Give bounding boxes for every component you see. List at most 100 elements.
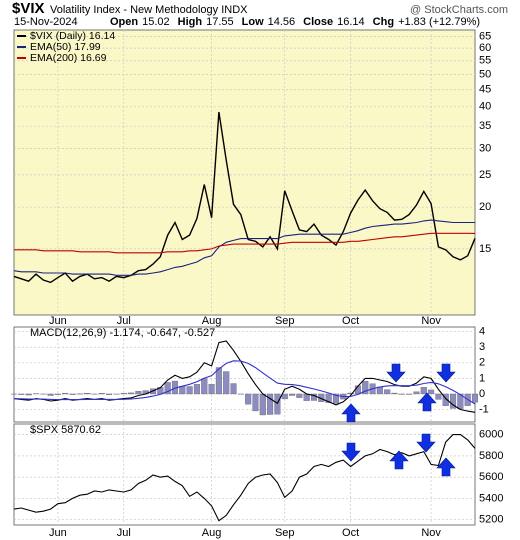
histogram-bar [347, 392, 354, 395]
y-tick-label: 50 [479, 68, 491, 80]
histogram-bar [223, 371, 230, 395]
y-tick-label: -1 [479, 403, 489, 415]
histogram-bar [54, 393, 61, 395]
y-tick-label: 1 [479, 372, 485, 384]
histogram-bar [274, 393, 281, 415]
histogram-bar [267, 393, 274, 415]
histogram-bar [259, 393, 266, 416]
y-tick-label: 30 [479, 142, 491, 154]
histogram-bar [98, 393, 105, 395]
y-tick-label: 5200 [479, 514, 503, 526]
histogram-bar [208, 384, 215, 395]
histogram-bar [120, 393, 127, 395]
histogram-bar [201, 378, 208, 395]
histogram-bar [84, 393, 91, 395]
x-tick-label: Aug [202, 315, 222, 327]
y-tick-label: 6000 [479, 429, 503, 441]
histogram-bar [164, 382, 171, 395]
histogram-bar [362, 381, 369, 395]
x-tick-label: Oct [342, 527, 359, 539]
histogram-bar [47, 393, 54, 396]
x-tick-label: Sep [275, 527, 295, 539]
histogram-bar [325, 393, 332, 403]
y-tick-label: 35 [479, 120, 491, 132]
y-tick-label: 2 [479, 357, 485, 369]
histogram-bar [450, 393, 457, 409]
x-tick-label: Jun [49, 315, 67, 327]
x-tick-label: Jul [117, 527, 131, 539]
y-tick-label: 45 [479, 84, 491, 96]
histogram-bar [435, 393, 442, 400]
quote-label: Chg [373, 16, 394, 28]
histogram-bar [296, 393, 303, 398]
histogram-bar [471, 393, 479, 403]
x-tick-label: Oct [342, 315, 359, 327]
panel [13, 29, 476, 316]
histogram-bar [215, 367, 222, 395]
watermark: @ StockCharts.com [410, 4, 508, 16]
instrument-name: Volatility Index - New Methodology INDX [50, 4, 248, 16]
histogram-bar [230, 383, 237, 395]
panel [13, 423, 476, 526]
histogram-bar [332, 393, 339, 404]
histogram-bar [128, 392, 135, 395]
quote-value: 14.56 [268, 16, 296, 28]
quote-value: 15.02 [142, 16, 170, 28]
histogram-bar [18, 393, 25, 395]
histogram-bar [384, 389, 391, 395]
quote-value: +1.83 (+12.79%) [398, 16, 480, 28]
quote-label: High [178, 16, 203, 28]
x-tick-label: Jul [117, 315, 131, 327]
quote-value: 16.14 [337, 16, 365, 28]
histogram-bar [193, 384, 200, 395]
histogram-bar [186, 386, 193, 395]
y-tick-label: 5400 [479, 492, 503, 504]
histogram-bar [442, 393, 449, 406]
x-tick-label: Aug [202, 527, 222, 539]
panel [13, 326, 476, 423]
histogram-bar [413, 391, 420, 395]
y-tick-label: 4 [479, 326, 485, 338]
quote: Open 15.02 High 17.55 Low 14.56 Close 16.14 Chg +… [110, 16, 480, 28]
series-line [13, 219, 475, 276]
y-tick-label: 55 [479, 55, 491, 67]
x-tick-label: Sep [275, 315, 295, 327]
quote-value: 17.55 [206, 16, 234, 28]
histogram-bar [25, 393, 32, 396]
symbol: $VIX [12, 0, 45, 17]
legend-label: EMA(200) 16.69 [30, 52, 107, 64]
histogram-bar [428, 389, 435, 395]
histogram-bar [106, 393, 113, 395]
legend-label: EMA(50) 17.99 [30, 41, 101, 53]
histogram-bar [62, 393, 69, 395]
series-line [13, 360, 476, 405]
histogram-bar [69, 393, 76, 395]
y-tick-label: 25 [479, 169, 491, 181]
y-tick-label: 0 [479, 388, 485, 400]
quote-label: Low [242, 16, 264, 28]
y-tick-label: 5600 [479, 471, 503, 483]
quote-label: Open [110, 16, 138, 28]
histogram-bar [252, 393, 259, 412]
histogram-bar [457, 393, 464, 409]
panel-title: MACD(12,26,9) -1.174, -0.647, -0.527 [30, 327, 215, 339]
y-tick-label: 60 [479, 42, 491, 54]
panel-title: $SPX 5870.62 [30, 424, 101, 436]
y-tick-label: 3 [479, 341, 485, 353]
x-tick-label: Nov [421, 527, 441, 539]
date: 15-Nov-2024 [14, 16, 78, 28]
histogram-bar [289, 393, 296, 396]
x-tick-label: Nov [421, 315, 441, 327]
histogram-bar [281, 393, 288, 400]
x-tick-label: Jun [49, 527, 67, 539]
histogram-bar [135, 391, 142, 395]
series-line [14, 232, 476, 254]
y-tick-label: 5800 [479, 450, 503, 462]
y-tick-label: 40 [479, 101, 491, 113]
y-tick-label: 20 [479, 201, 491, 213]
series-line [13, 111, 476, 284]
y-tick-label: 15 [479, 243, 491, 255]
legend-label: $VIX (Daily) 16.14 [30, 30, 115, 42]
